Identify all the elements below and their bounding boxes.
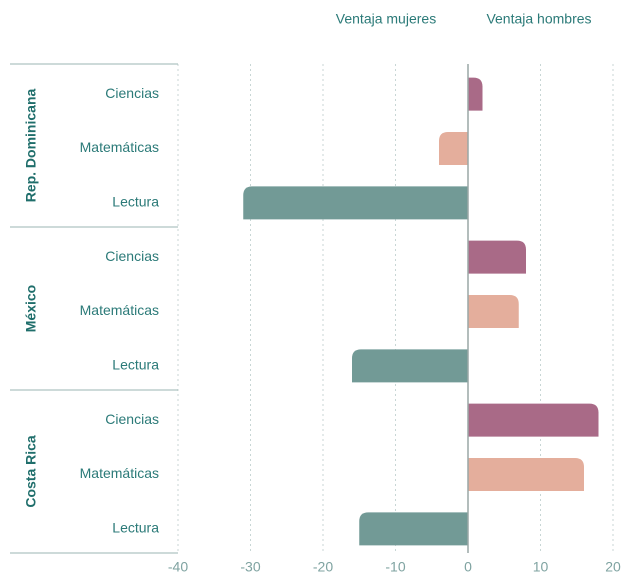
row-label: Lectura <box>112 357 159 373</box>
row-label: Matemáticas <box>80 139 159 155</box>
bar <box>243 186 468 220</box>
x-tick-label: 20 <box>605 559 621 575</box>
annotation: Ventaja mujeres <box>336 11 436 27</box>
x-tick-label: 10 <box>533 559 549 575</box>
x-tick-label: -20 <box>313 559 333 575</box>
x-tick-label: -30 <box>240 559 260 575</box>
row-label: Ciencias <box>105 411 159 427</box>
group-label: Costa Rica <box>23 435 39 508</box>
bar <box>468 240 526 274</box>
group-label: Rep. Dominicana <box>23 89 39 203</box>
row-label: Matemáticas <box>80 465 159 481</box>
row-label: Lectura <box>112 520 159 536</box>
bar <box>439 132 468 165</box>
row-label: Matemáticas <box>80 302 159 318</box>
bar <box>468 403 599 437</box>
bar <box>468 458 584 491</box>
x-tick-label: -40 <box>168 559 188 575</box>
bar <box>359 512 468 546</box>
row-label: Lectura <box>112 194 159 210</box>
bar <box>468 77 483 111</box>
row-label: Ciencias <box>105 248 159 264</box>
bar <box>468 295 519 328</box>
bar <box>352 349 468 383</box>
x-tick-label: 0 <box>464 559 472 575</box>
x-tick-label: -10 <box>385 559 405 575</box>
annotation: Ventaja hombres <box>486 11 591 27</box>
row-label: Ciencias <box>105 85 159 101</box>
group-label: México <box>23 285 39 332</box>
